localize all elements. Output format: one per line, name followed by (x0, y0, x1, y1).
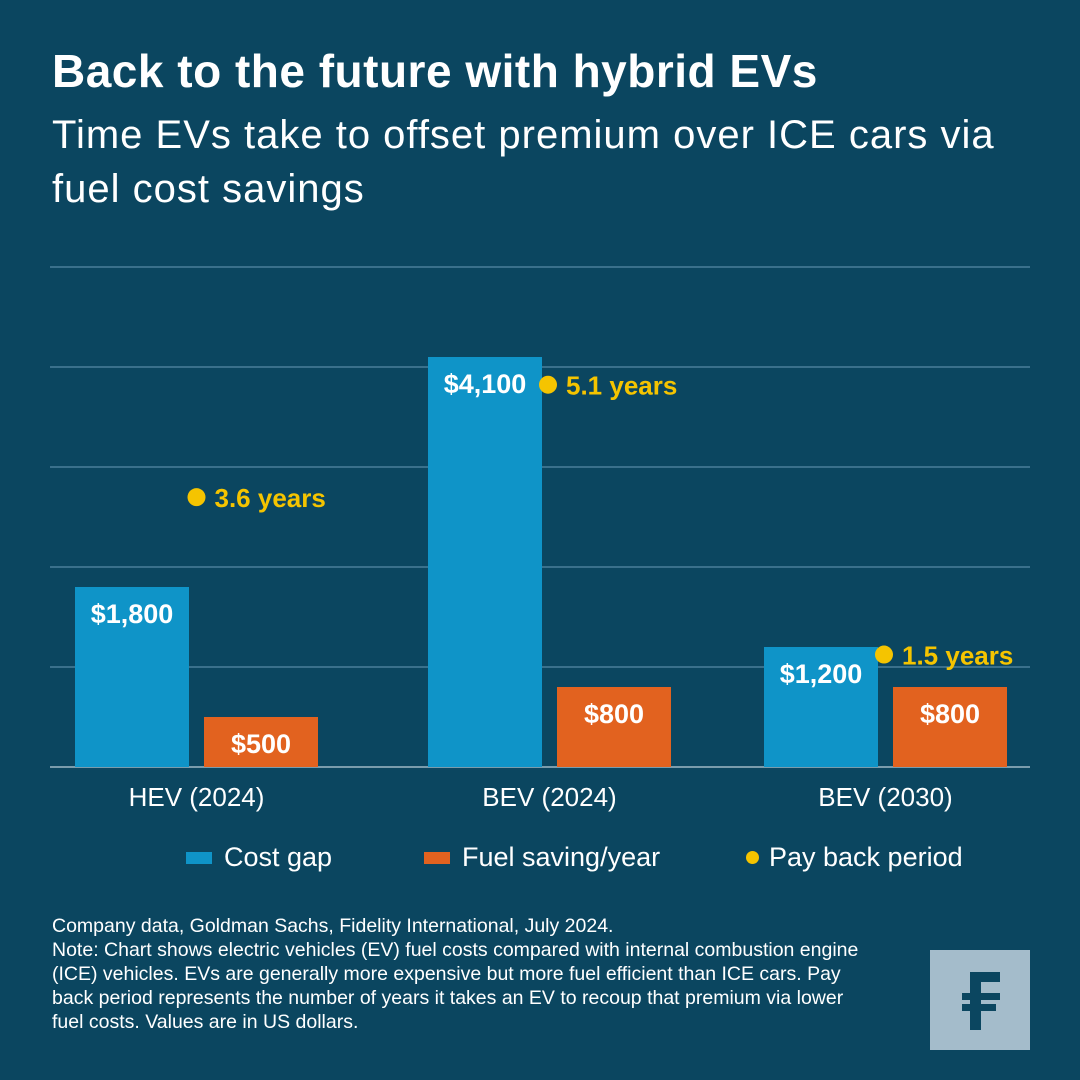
legend-swatch-orange (424, 851, 450, 864)
legend-item-payback: Pay back period (746, 842, 963, 873)
bar-cost-gap (428, 357, 542, 767)
legend-label: Cost gap (224, 842, 333, 872)
legend-item-cost-gap: Cost gap (186, 842, 332, 873)
payback-label: 1.5 years (902, 641, 1013, 671)
legend-dot-yellow (746, 851, 759, 864)
payback-dot (187, 488, 206, 507)
bar-cost-gap (75, 587, 189, 767)
data-label: $800 (584, 699, 644, 729)
bar-fuel-saving (893, 687, 1007, 767)
data-label: $4,100 (444, 369, 527, 399)
legend-label: Fuel saving/year (462, 842, 661, 872)
legend-item-fuel-saving: Fuel saving/year (424, 842, 660, 873)
category-label: HEV (2024) (129, 782, 265, 812)
note-text: Note: Chart shows electric vehicles (EV)… (52, 939, 859, 1033)
payback-label: 3.6 years (215, 483, 326, 513)
data-label: $1,200 (780, 659, 863, 689)
payback-label: 5.1 years (566, 371, 677, 401)
data-label: $500 (231, 729, 291, 759)
category-label: BEV (2030) (818, 782, 952, 812)
bar-fuel-saving (204, 717, 318, 767)
fidelity-logo (930, 950, 1030, 1050)
data-label: $800 (920, 699, 980, 729)
bar-fuel-saving (557, 687, 671, 767)
source-notes: Company data, Goldman Sachs, Fidelity In… (52, 914, 862, 1034)
chart-subtitle: Time EVs take to offset premium over ICE… (52, 113, 995, 211)
category-label: BEV (2024) (482, 782, 616, 812)
logo-f-icon (962, 972, 1000, 1030)
chart-title: Back to the future with hybrid EVs (52, 45, 818, 97)
legend-label: Pay back period (769, 842, 963, 872)
legend-swatch-blue (186, 851, 212, 864)
source-text: Company data, Goldman Sachs, Fidelity In… (52, 915, 614, 937)
data-label: $1,800 (91, 599, 174, 629)
payback-dot (539, 375, 557, 394)
bar-cost-gap (764, 647, 878, 767)
payback-dot (875, 645, 893, 664)
